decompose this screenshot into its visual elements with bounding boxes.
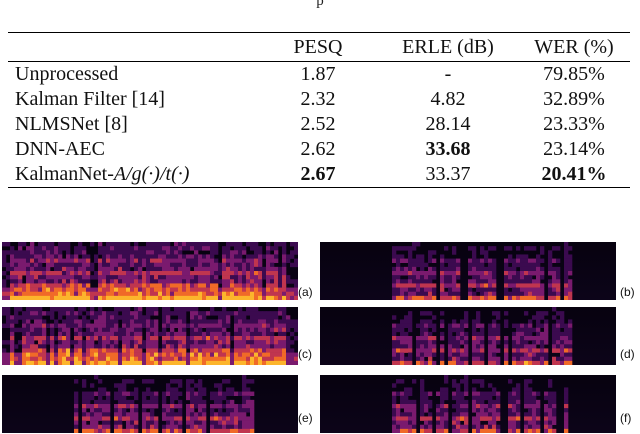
cell-wer: 23.33% [543, 113, 605, 135]
cell-erle: 33.37 [425, 163, 471, 185]
panel-label-c: (c) [298, 347, 312, 361]
spectrogram-image [392, 242, 573, 300]
cell-pesq: 2.62 [300, 138, 336, 160]
spectrogram-a [2, 242, 298, 300]
panel-label-a: (a) [298, 285, 313, 299]
spectrogram-b [320, 242, 616, 300]
cell-pesq: 1.87 [300, 63, 336, 85]
spectrogram-image [74, 375, 255, 433]
header-erle: ERLE (dB) [402, 36, 494, 58]
header-wer: WER (%) [534, 36, 614, 58]
header-method [8, 33, 258, 62]
cell-wer: 79.85% [543, 63, 605, 85]
cell-wer: 32.89% [543, 88, 605, 110]
spectrogram-e [2, 375, 298, 433]
method-math: A/g(·)/t(·) [113, 163, 190, 185]
cell-erle-best: 33.68 [425, 138, 471, 160]
method-prefix: KalmanNet- [15, 163, 114, 185]
spectrogram-image [2, 307, 298, 365]
cell-method: DNN-AEC [15, 138, 105, 160]
cell-pesq: 2.52 [300, 113, 336, 135]
table-row: Kalman Filter [14] 2.32 4.82 32.89% [8, 87, 630, 112]
spectrogram-d [320, 307, 616, 365]
spectrogram-image [392, 375, 569, 433]
cell-method: KalmanNet-A/g(·)/t(·) [8, 162, 258, 188]
spectrogram-f [320, 375, 616, 433]
cell-method: Unprocessed [15, 63, 119, 85]
cell-wer-best: 20.41% [541, 163, 607, 185]
table-row: KalmanNet-A/g(·)/t(·) 2.67 33.37 20.41% [8, 162, 630, 188]
cell-erle: 28.14 [425, 113, 471, 135]
cell-erle: - [444, 63, 452, 85]
panel-label-f: (f) [620, 411, 632, 425]
cell-pesq: 2.32 [300, 88, 336, 110]
panel-label-b: (b) [620, 285, 635, 299]
cell-erle: 4.82 [430, 88, 466, 110]
header-pesq: PESQ [293, 36, 343, 58]
spectrogram-image [2, 242, 298, 300]
table-header-row: PESQ ERLE (dB) WER (%) [8, 32, 630, 62]
panel-label-d: (d) [620, 347, 635, 361]
caption-fragment: p [316, 0, 324, 9]
results-table: PESQ ERLE (dB) WER (%) Unprocessed 1.87 … [8, 32, 630, 188]
table-row: DNN-AEC 2.62 33.68 23.14% [8, 137, 630, 162]
cell-method: Kalman Filter [14] [15, 88, 165, 110]
table-row: Unprocessed 1.87 - 79.85% [8, 62, 630, 88]
cell-method: NLMSNet [8] [15, 113, 128, 135]
spectrogram-image [392, 307, 573, 365]
cell-wer: 23.14% [543, 138, 605, 160]
panel-label-e: (e) [298, 411, 313, 425]
table-row: NLMSNet [8] 2.52 28.14 23.33% [8, 112, 630, 137]
cell-pesq-best: 2.67 [300, 163, 336, 185]
spectrogram-c [2, 307, 298, 365]
